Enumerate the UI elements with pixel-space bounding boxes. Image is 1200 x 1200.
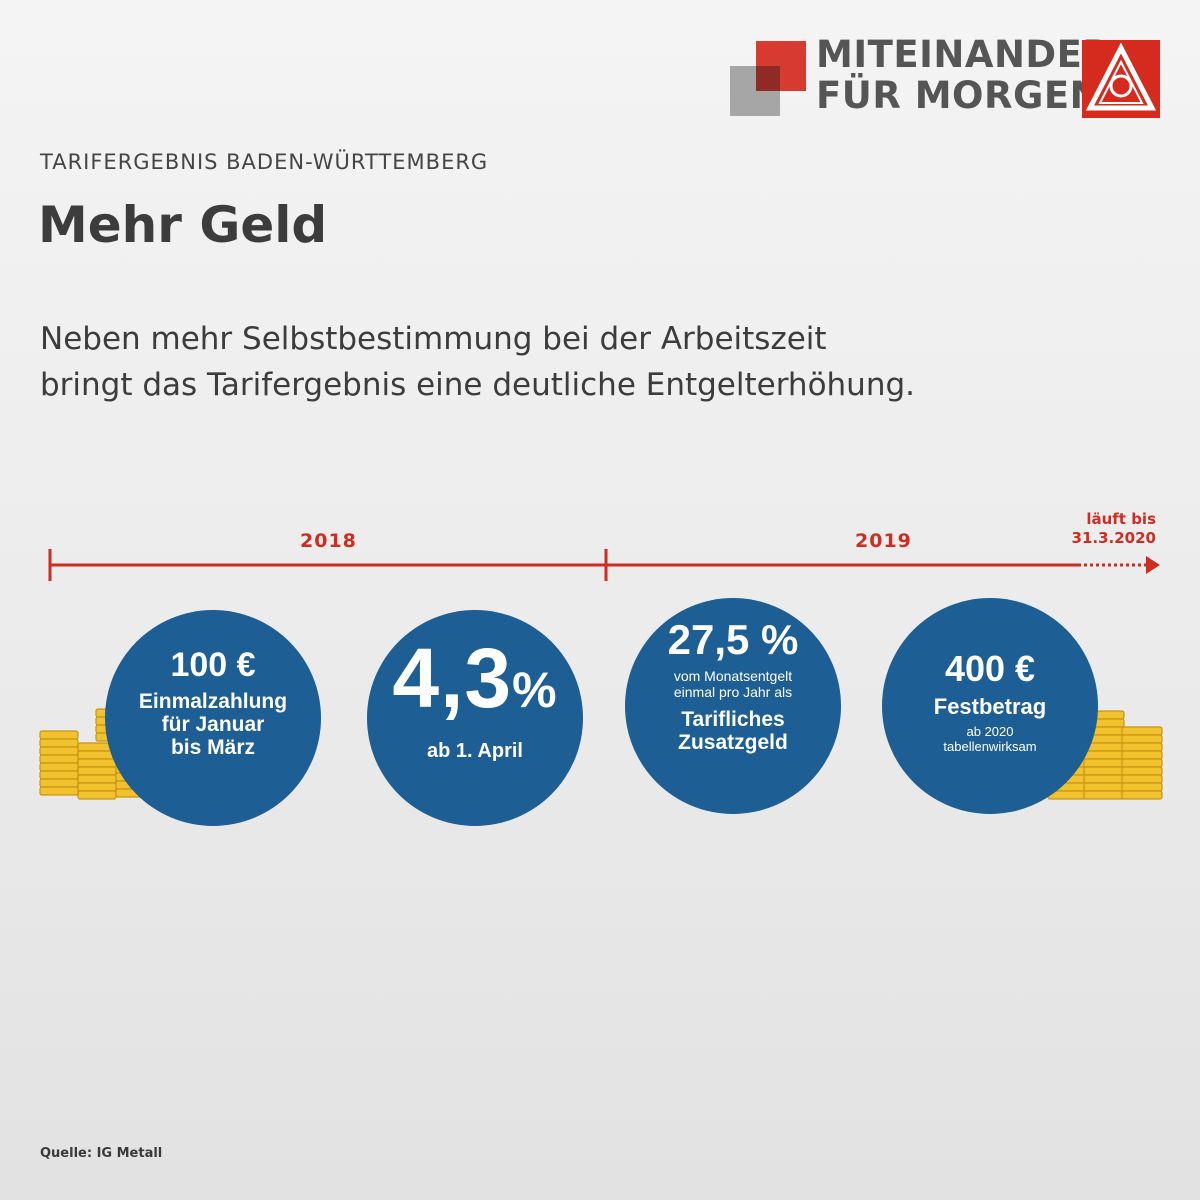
one-time-line-1: Einmalzahlung xyxy=(138,690,288,713)
page-title: Mehr Geld xyxy=(38,196,328,254)
benefit-circle-percent-raise: 4,3% ab 1. April xyxy=(367,610,583,826)
supplementary-note-line-1: vom Monatsentgelt xyxy=(673,668,793,684)
end-note-line-1: läuft bis xyxy=(1086,510,1156,528)
one-time-line-2: für Januar xyxy=(161,713,265,736)
campaign-logo: MITEINANDER FÜR MORGEN xyxy=(730,34,1160,120)
percent-raise-date: ab 1. April xyxy=(427,740,523,762)
benefit-circle-one-time-payment: 100 € Einmalzahlung für Januar bis März xyxy=(105,610,321,826)
lead-line-2: bringt das Tarifergebnis eine deutliche … xyxy=(40,367,916,403)
supplementary-pay-note: vom Monatsentgelt einmal pro Jahr als xyxy=(625,668,841,700)
percent-raise-unit: % xyxy=(512,662,558,718)
ig-metall-emblem-icon xyxy=(1082,40,1160,118)
kicker-heading: TARIFERGEBNIS BADEN-WÜRTTEMBERG xyxy=(40,150,489,174)
lead-text: Neben mehr Selbstbestimmung bei der Arbe… xyxy=(40,316,1160,408)
timeline: 2018 2019 läuft bis 31.3.2020 xyxy=(0,500,1200,600)
fixed-amount-value: 400 € xyxy=(944,648,1036,689)
benefit-circle-supplementary-pay: 27,5 % vom Monatsentgelt einmal pro Jahr… xyxy=(625,598,841,814)
year-label-2019: 2019 xyxy=(855,530,912,552)
supplementary-label-line-1: Tarifliches xyxy=(681,708,785,731)
benefit-circle-fixed-amount: 400 € Festbetrag ab 2020 tabellenwirksam xyxy=(882,598,1098,814)
one-time-line-3: bis März xyxy=(170,736,256,759)
logo-slogan: MITEINANDER FÜR MORGEN xyxy=(816,34,1111,116)
year-label-2018: 2018 xyxy=(300,530,357,552)
fixed-amount-note: ab 2020 tabellenwirksam xyxy=(882,724,1098,754)
supplementary-note-line-2: einmal pro Jahr als xyxy=(673,684,793,700)
supplementary-pay-label: Tarifliches Zusatzgeld xyxy=(625,708,841,754)
slogan-line-2: FÜR MORGEN xyxy=(816,74,1102,117)
lead-line-1: Neben mehr Selbstbestimmung bei der Arbe… xyxy=(40,321,827,357)
one-time-amount: 100 € xyxy=(170,646,256,684)
percent-raise-number: 4,3 xyxy=(392,631,513,725)
fixed-note-line-1: ab 2020 xyxy=(966,724,1014,739)
fixed-amount-label: Festbetrag xyxy=(933,694,1047,719)
slogan-line-1: MITEINANDER xyxy=(816,33,1112,76)
supplementary-label-line-2: Zusatzgeld xyxy=(678,731,788,754)
end-date-note: läuft bis 31.3.2020 xyxy=(1072,510,1156,548)
source-note: Quelle: IG Metall xyxy=(40,1146,163,1161)
timeline-arrow xyxy=(48,549,1160,581)
supplementary-pay-percent: 27,5 % xyxy=(667,616,799,663)
fixed-note-line-2: tabellenwirksam xyxy=(943,739,1037,754)
end-note-line-2: 31.3.2020 xyxy=(1071,529,1156,547)
percent-raise-value: 4,3% xyxy=(367,630,583,727)
logo-overlap-square xyxy=(756,66,780,91)
one-time-description: Einmalzahlung für Januar bis März xyxy=(105,690,321,759)
